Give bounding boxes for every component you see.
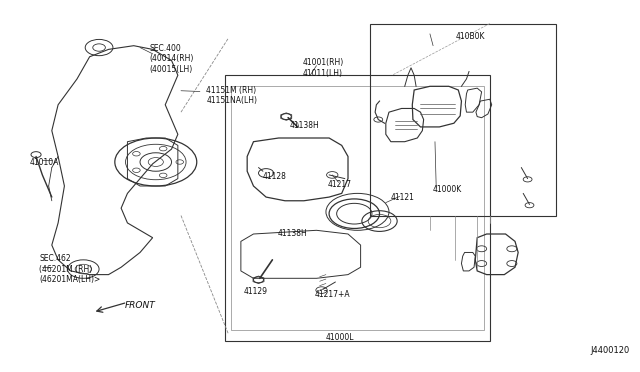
Text: FRONT: FRONT bbox=[124, 301, 155, 311]
Bar bbox=[232, 86, 483, 330]
Text: J4400120: J4400120 bbox=[591, 346, 630, 355]
Text: 410B0K: 410B0K bbox=[455, 32, 484, 41]
Text: 41121: 41121 bbox=[391, 193, 415, 202]
Bar bbox=[225, 75, 490, 341]
Text: 41000L: 41000L bbox=[326, 333, 355, 342]
Text: 41138H: 41138H bbox=[290, 121, 320, 129]
Text: 41010A: 41010A bbox=[29, 157, 59, 167]
Bar bbox=[370, 23, 556, 215]
Text: SEC.462
(46201M (RH)
(46201MA(LH)>: SEC.462 (46201M (RH) (46201MA(LH)> bbox=[39, 254, 100, 284]
Text: SEC.400
(40014(RH)
(40015(LH): SEC.400 (40014(RH) (40015(LH) bbox=[150, 44, 194, 74]
Text: 41001(RH)
41011(LH): 41001(RH) 41011(LH) bbox=[303, 58, 344, 77]
Text: 41151M (RH)
41151NA(LH): 41151M (RH) 41151NA(LH) bbox=[206, 86, 257, 105]
Text: 41000K: 41000K bbox=[433, 185, 462, 194]
Text: 41128: 41128 bbox=[263, 172, 287, 181]
Text: 41129: 41129 bbox=[244, 287, 268, 296]
Text: 41217: 41217 bbox=[327, 180, 351, 189]
Text: 41138H: 41138H bbox=[277, 230, 307, 238]
Text: 41217+A: 41217+A bbox=[315, 291, 350, 299]
